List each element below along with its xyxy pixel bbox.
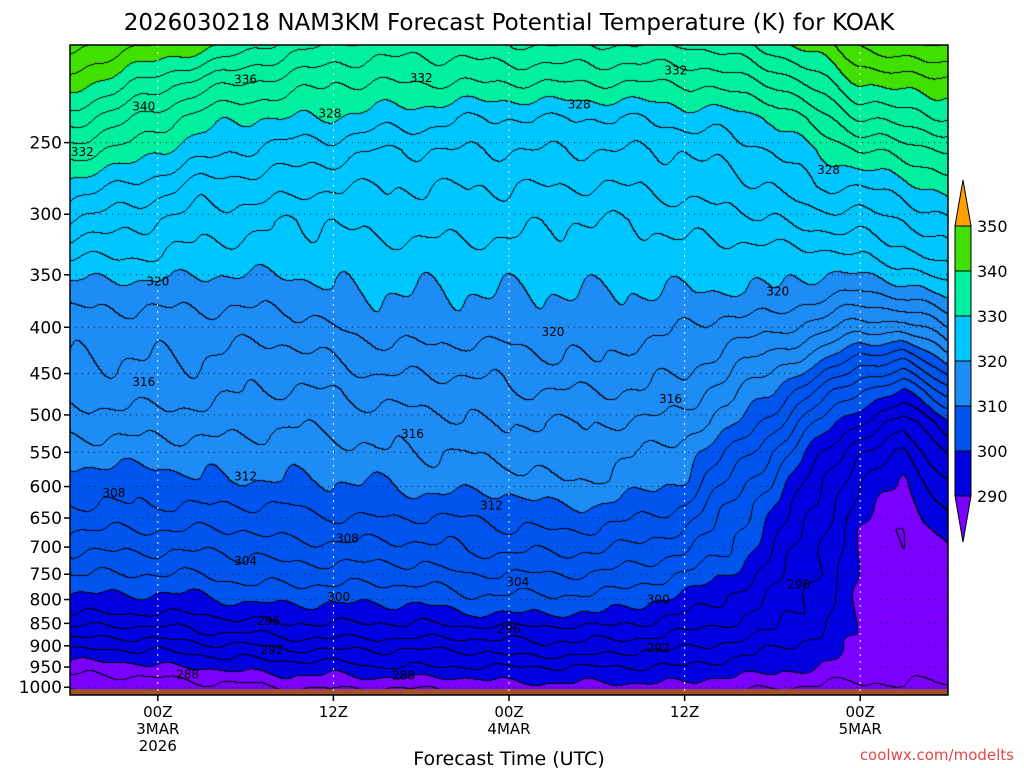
colorbar-label: 290 bbox=[977, 487, 1008, 506]
colorbar-segment bbox=[954, 315, 972, 362]
y-tick-label: 800 bbox=[30, 591, 62, 611]
contour-label: 316 bbox=[132, 375, 155, 389]
colorbar-segment bbox=[954, 225, 972, 272]
contour-label: 296 bbox=[257, 614, 280, 628]
colorbar-label: 300 bbox=[977, 442, 1008, 461]
x-tick-label: 5MAR bbox=[839, 720, 882, 738]
y-tick-label: 250 bbox=[30, 134, 62, 154]
contour-label: 320 bbox=[541, 325, 564, 339]
y-tick-label: 700 bbox=[30, 538, 62, 558]
x-tick-label: 2026 bbox=[139, 737, 177, 755]
contour-label: 316 bbox=[401, 427, 424, 441]
contour-label: 320 bbox=[146, 274, 169, 288]
ground-strip bbox=[70, 689, 948, 695]
colorbar-segment bbox=[954, 405, 972, 452]
x-axis-label: Forecast Time (UTC) bbox=[413, 748, 604, 768]
colorbar-label: 310 bbox=[977, 397, 1008, 416]
y-tick-label: 850 bbox=[30, 614, 62, 634]
colorbar-label: 330 bbox=[977, 307, 1008, 326]
contour-label: 300 bbox=[647, 593, 670, 607]
y-tick-label: 500 bbox=[30, 406, 62, 426]
x-tick-label: 12Z bbox=[319, 703, 348, 721]
y-tick-label: 550 bbox=[30, 443, 62, 463]
x-tick-label: 4MAR bbox=[487, 720, 530, 738]
contour-label: 308 bbox=[336, 532, 359, 546]
y-tick-label: 350 bbox=[30, 266, 62, 286]
filled-contour-field bbox=[70, 45, 948, 695]
y-tick-label: 750 bbox=[30, 565, 62, 585]
contour-label: 304 bbox=[234, 554, 257, 568]
y-tick-label: 600 bbox=[30, 478, 62, 498]
contour-label: 328 bbox=[817, 163, 840, 177]
plot-area: 336 332 332 340 328 328 332 328 320 320 320 316 316 3… bbox=[70, 45, 948, 695]
x-tick-label: 12Z bbox=[670, 703, 699, 721]
y-tick-label: 950 bbox=[30, 658, 62, 678]
colorbar-segment bbox=[954, 270, 972, 317]
x-tick-label: 00Z bbox=[846, 703, 875, 721]
y-tick-label: 650 bbox=[30, 509, 62, 529]
colorbar-label: 320 bbox=[977, 352, 1008, 371]
x-tick-label: 3MAR bbox=[136, 720, 179, 738]
contour-label: 336 bbox=[234, 73, 257, 87]
y-tick-label: 450 bbox=[30, 365, 62, 385]
contour-label: 296 bbox=[498, 622, 521, 636]
colorbar-label: 340 bbox=[977, 262, 1008, 281]
colorbar: 290 300 310 320 330 340 350 bbox=[954, 179, 1008, 543]
contour-label: 308 bbox=[102, 486, 125, 500]
colorbar-segment bbox=[954, 450, 972, 497]
axes: 250 300 350 400 450 500 550 600 650 700 750 800 850 9… bbox=[19, 44, 949, 755]
contour-label: 320 bbox=[766, 284, 789, 298]
contour-label: 292 bbox=[260, 643, 283, 657]
contour-label: 340 bbox=[132, 99, 155, 113]
chart-title: 2026030218 NAM3KM Forecast Potential Tem… bbox=[124, 10, 896, 36]
contour-label: 288 bbox=[176, 667, 199, 681]
x-tick-label: 00Z bbox=[143, 703, 172, 721]
contour-label: 332 bbox=[664, 63, 687, 77]
credit-text: coolwx.com/modelts bbox=[860, 746, 1014, 764]
contour-label: 332 bbox=[410, 71, 433, 85]
contour-label: 312 bbox=[234, 470, 257, 484]
contour-label: 288 bbox=[392, 668, 415, 682]
y-tick-label: 400 bbox=[30, 318, 62, 338]
x-tick-label: 00Z bbox=[494, 703, 523, 721]
contour-label: 328 bbox=[568, 98, 591, 112]
contour-label: 312 bbox=[480, 499, 503, 513]
contour-label: 316 bbox=[659, 392, 682, 406]
colorbar-extend-min bbox=[954, 495, 972, 543]
colorbar-extend-max bbox=[954, 179, 972, 227]
contour-label: 300 bbox=[327, 590, 350, 604]
colorbar-segment bbox=[954, 360, 972, 407]
contour-label: 292 bbox=[647, 641, 670, 655]
y-tick-label: 300 bbox=[30, 205, 62, 225]
colorbar-label: 350 bbox=[977, 217, 1008, 236]
contour-label: 304 bbox=[506, 575, 529, 589]
contour-label: 296 bbox=[787, 578, 810, 592]
contour-label: 328 bbox=[318, 106, 341, 120]
contour-label: 332 bbox=[71, 145, 94, 159]
y-tick-label: 900 bbox=[30, 637, 62, 657]
y-tick-label: 1000 bbox=[19, 678, 62, 698]
